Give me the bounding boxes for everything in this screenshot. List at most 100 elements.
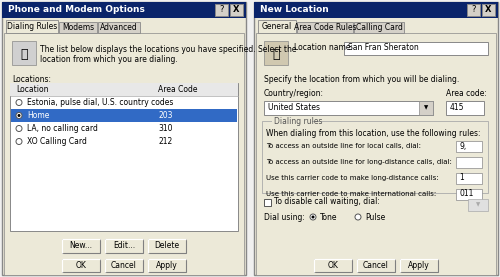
Text: 1: 1 <box>459 173 464 183</box>
Text: Advanced: Advanced <box>100 23 138 32</box>
Text: 310: 310 <box>158 124 172 133</box>
Text: ?: ? <box>219 6 224 14</box>
Bar <box>456 173 482 184</box>
Bar <box>256 33 496 275</box>
Bar <box>272 117 312 125</box>
Bar <box>314 259 352 272</box>
Text: Area Code Rules: Area Code Rules <box>294 23 356 32</box>
Text: General: General <box>262 22 292 31</box>
Bar <box>148 259 186 272</box>
Text: Cancel: Cancel <box>111 261 137 270</box>
Bar <box>254 2 498 275</box>
Text: Cancel: Cancel <box>363 261 389 270</box>
Text: X: X <box>233 6 240 14</box>
Circle shape <box>355 214 361 220</box>
Text: Modems: Modems <box>62 23 94 32</box>
Text: OK: OK <box>76 261 86 270</box>
Bar <box>6 20 58 33</box>
Text: Home: Home <box>27 111 50 120</box>
Bar <box>10 83 238 96</box>
Text: Dial using:: Dial using: <box>264 212 305 222</box>
Bar <box>4 33 244 275</box>
Text: Pulse: Pulse <box>365 212 385 222</box>
Text: San Fran Sheraton: San Fran Sheraton <box>348 42 419 52</box>
Bar <box>11 109 237 122</box>
Bar <box>419 101 433 115</box>
Bar <box>215 4 228 16</box>
Bar <box>354 22 404 33</box>
Text: 203: 203 <box>158 111 172 120</box>
Bar <box>264 41 288 65</box>
Circle shape <box>310 214 316 220</box>
Bar <box>98 22 140 33</box>
Circle shape <box>16 138 22 145</box>
Text: Locations:: Locations: <box>12 75 51 84</box>
Text: The list below displays the locations you have specified. Select the
location fr: The list below displays the locations yo… <box>40 45 296 64</box>
Bar <box>468 199 488 211</box>
Text: Phone and Modem Options: Phone and Modem Options <box>8 6 145 14</box>
Bar <box>297 22 353 33</box>
Text: XO Calling Card: XO Calling Card <box>27 137 87 146</box>
Circle shape <box>312 216 314 219</box>
Text: ?: ? <box>471 6 476 14</box>
Text: ▼: ▼ <box>424 106 428 111</box>
Bar <box>456 189 482 200</box>
Bar <box>62 239 100 253</box>
Text: Estonia, pulse dial, U.S. country codes: Estonia, pulse dial, U.S. country codes <box>27 98 174 107</box>
Text: Area code:: Area code: <box>446 89 487 98</box>
Text: United States: United States <box>268 104 320 112</box>
Bar <box>148 239 186 253</box>
Text: Apply: Apply <box>408 261 430 270</box>
Text: Country/region:: Country/region: <box>264 89 324 98</box>
Text: Location: Location <box>16 85 48 94</box>
Text: New...: New... <box>70 242 92 250</box>
Text: Calling Card: Calling Card <box>356 23 403 32</box>
Bar <box>230 4 243 16</box>
Bar <box>400 259 438 272</box>
Text: 📞: 📞 <box>20 48 28 61</box>
Bar <box>62 259 100 272</box>
Circle shape <box>16 125 22 132</box>
Circle shape <box>16 99 22 106</box>
Text: Location name:: Location name: <box>294 42 353 52</box>
Circle shape <box>18 114 20 117</box>
Bar <box>2 2 246 275</box>
Bar <box>12 41 36 65</box>
Text: When dialing from this location, use the following rules:: When dialing from this location, use the… <box>266 129 480 138</box>
Bar <box>254 2 498 18</box>
Bar <box>456 157 482 168</box>
Text: X: X <box>485 6 492 14</box>
Text: To access an outside line for long-distance calls, dial:: To access an outside line for long-dista… <box>266 159 452 165</box>
Bar <box>264 199 271 206</box>
Bar <box>105 259 143 272</box>
Text: To access an outside line for local calls, dial:: To access an outside line for local call… <box>266 143 421 149</box>
Text: Dialing Rules: Dialing Rules <box>7 22 57 31</box>
Text: 212: 212 <box>158 137 172 146</box>
Text: Delete: Delete <box>154 242 180 250</box>
Text: Apply: Apply <box>156 261 178 270</box>
Bar <box>10 83 238 231</box>
Bar <box>344 42 488 55</box>
Text: To disable call waiting, dial:: To disable call waiting, dial: <box>274 198 380 206</box>
Bar <box>357 259 395 272</box>
Text: LA, no calling card: LA, no calling card <box>27 124 98 133</box>
Text: Specify the location from which you will be dialing.: Specify the location from which you will… <box>264 75 459 84</box>
Bar <box>59 22 97 33</box>
Text: Use this carrier code to make international calls:: Use this carrier code to make internatio… <box>266 191 436 197</box>
Bar <box>262 121 488 193</box>
Bar <box>2 2 246 18</box>
Text: Area Code: Area Code <box>158 85 198 94</box>
Bar <box>264 101 433 115</box>
Bar <box>467 4 480 16</box>
Bar <box>258 20 296 33</box>
Text: 415: 415 <box>450 104 464 112</box>
Bar <box>446 101 484 115</box>
Text: Tone: Tone <box>320 212 338 222</box>
Circle shape <box>16 112 22 119</box>
Text: New Location: New Location <box>260 6 329 14</box>
Bar <box>105 239 143 253</box>
Bar <box>456 141 482 152</box>
Text: ▼: ▼ <box>476 202 480 207</box>
Text: Edit...: Edit... <box>113 242 135 250</box>
Text: 🖼: 🖼 <box>272 48 280 61</box>
